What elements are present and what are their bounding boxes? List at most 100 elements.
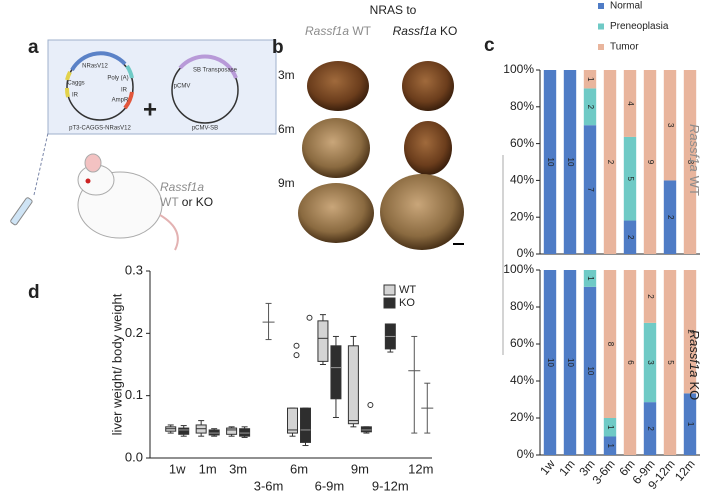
bar-label: 3 bbox=[686, 160, 695, 165]
box bbox=[208, 429, 220, 436]
bar-segment bbox=[603, 270, 617, 418]
bar-segment bbox=[683, 393, 697, 455]
x-tick-label: 6m bbox=[290, 461, 308, 476]
bar-segment bbox=[663, 70, 677, 181]
plasmid-feature bbox=[70, 51, 127, 72]
bar-segment bbox=[603, 418, 617, 437]
outlier bbox=[367, 402, 374, 409]
bar-label: 2 bbox=[626, 235, 635, 240]
bar-label: 1 bbox=[586, 276, 595, 281]
bar-segment bbox=[623, 270, 637, 455]
feature-label: SB Transposase bbox=[193, 68, 238, 74]
bar-label: 1 bbox=[686, 422, 695, 427]
mouse-genotype: WT or KO bbox=[160, 195, 213, 209]
x-tick-label: 6-9m bbox=[315, 478, 345, 493]
box bbox=[287, 407, 298, 434]
gene: Rassf1a bbox=[687, 330, 702, 378]
bar-segment bbox=[583, 270, 597, 287]
bar-label: 2 bbox=[666, 215, 675, 220]
liver-photo bbox=[380, 174, 464, 250]
x-tick-label: 1m bbox=[556, 457, 577, 479]
gene: Rassf1a bbox=[305, 24, 349, 38]
bar-segment bbox=[643, 70, 657, 254]
liver-photo bbox=[298, 183, 374, 243]
liver-photo bbox=[404, 121, 452, 175]
box bbox=[317, 320, 329, 362]
column-header: Rassf1a KO bbox=[393, 24, 458, 38]
x-tick-label: 3m bbox=[229, 461, 247, 476]
legend-label: WT bbox=[399, 284, 416, 296]
genotype: KO bbox=[440, 24, 457, 38]
bar-segment bbox=[583, 88, 597, 126]
panel-letter: d bbox=[28, 282, 40, 303]
bar-segment bbox=[663, 270, 677, 455]
panel-letter: a bbox=[28, 37, 39, 58]
x-tick-label: 3-6m bbox=[589, 457, 617, 487]
syringe bbox=[10, 197, 33, 226]
plasmid-feature bbox=[65, 71, 72, 81]
box bbox=[330, 345, 342, 400]
feature-label: IR bbox=[72, 93, 79, 99]
genotype: WT bbox=[352, 24, 371, 38]
vector-box bbox=[47, 39, 277, 135]
legend-swatch bbox=[383, 297, 396, 309]
legend-label: Tumor bbox=[610, 42, 639, 53]
feature-label: IR bbox=[121, 88, 128, 94]
bar-segment bbox=[683, 270, 697, 394]
bar-segment bbox=[623, 136, 637, 221]
bar-segment bbox=[563, 270, 577, 455]
gene: Rassf1a bbox=[393, 24, 437, 38]
outlier bbox=[293, 342, 300, 349]
bar-segment bbox=[563, 70, 577, 254]
genotype-label: Rassf1a KO bbox=[687, 330, 702, 401]
bar-label: 10 bbox=[586, 366, 595, 375]
feature-label: Caggs bbox=[67, 81, 84, 87]
bar-label: 8 bbox=[606, 342, 615, 347]
y-tick-label: 20% bbox=[510, 209, 534, 223]
bar-segment bbox=[643, 402, 657, 455]
feature-label: pCMV bbox=[174, 84, 191, 90]
box bbox=[300, 407, 311, 443]
column-header: Rassf1a WT bbox=[305, 24, 372, 38]
legend-label: Normal bbox=[610, 1, 642, 12]
x-tick-label: 1m bbox=[199, 461, 217, 476]
legend-swatch bbox=[598, 23, 604, 30]
y-tick-label: 0% bbox=[517, 246, 535, 260]
box bbox=[226, 427, 238, 435]
bar-label: 1 bbox=[586, 77, 595, 82]
bar-label: 6 bbox=[626, 360, 635, 365]
box bbox=[347, 345, 359, 425]
bar-label: 1 bbox=[606, 444, 615, 449]
mouse-gene: Rassf1a bbox=[160, 180, 204, 194]
feature-label: AmpR bbox=[112, 98, 129, 104]
y-tick-label: 80% bbox=[510, 299, 534, 313]
y-tick-label: 20% bbox=[510, 410, 534, 424]
liver-photo bbox=[402, 61, 454, 111]
bar-segment bbox=[583, 286, 597, 455]
y-tick-label: 100% bbox=[503, 262, 534, 276]
panel-letter: c bbox=[484, 35, 495, 56]
liver-photo bbox=[307, 61, 369, 111]
gene: Rassf1a bbox=[687, 124, 702, 172]
outlier bbox=[293, 352, 300, 359]
box bbox=[360, 426, 372, 433]
bar-segment bbox=[603, 436, 617, 455]
bar-label: 2 bbox=[586, 105, 595, 110]
plasmid-name: pCMV-SB bbox=[192, 126, 218, 132]
y-tick-label: 60% bbox=[510, 336, 534, 350]
y-tick-label: 80% bbox=[510, 99, 534, 113]
outlier bbox=[306, 314, 313, 321]
bar-segment bbox=[543, 270, 557, 455]
bar-segment bbox=[663, 180, 677, 254]
x-tick-label: 3-6m bbox=[254, 478, 284, 493]
panel-a: a NRasV12 Poly (A) Caggs IR IR AmpR pT3-… bbox=[10, 37, 277, 251]
mouse-ear bbox=[84, 153, 102, 173]
bar-label: 2 bbox=[686, 329, 695, 334]
legend-swatch bbox=[598, 44, 604, 50]
genotype-wt: WT bbox=[160, 195, 179, 209]
plasmid-feature bbox=[123, 91, 134, 110]
bar-segment bbox=[543, 70, 557, 254]
x-tick-label: 9-12m bbox=[372, 478, 409, 493]
x-tick-label: 12m bbox=[672, 457, 698, 484]
